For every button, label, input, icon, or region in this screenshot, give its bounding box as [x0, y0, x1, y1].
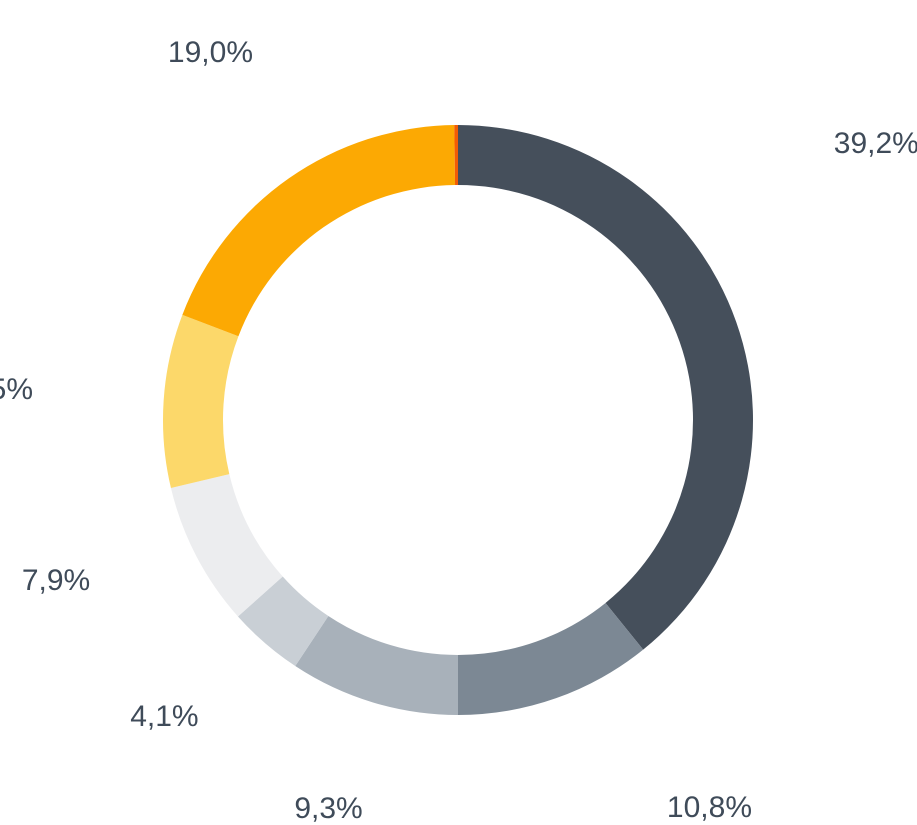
slice-label: 9,5% [0, 375, 33, 405]
slice-label: 4,1% [130, 702, 198, 732]
donut-slice [182, 125, 455, 336]
donut-slice [163, 315, 238, 488]
slice-label: 10,8% [667, 793, 752, 823]
donut-slice [295, 616, 458, 715]
donut-chart: 39,2%10,8%9,3%4,1%7,9%9,5%19,0%0,2% [0, 0, 917, 822]
donut-slice [458, 603, 643, 715]
slice-label: 9,3% [294, 794, 362, 824]
slice-label: 19,0% [168, 38, 253, 68]
slice-label: 7,9% [22, 566, 90, 596]
donut-slice [458, 125, 753, 650]
donut-svg [0, 0, 917, 822]
slice-label: 39,2% [834, 129, 917, 159]
